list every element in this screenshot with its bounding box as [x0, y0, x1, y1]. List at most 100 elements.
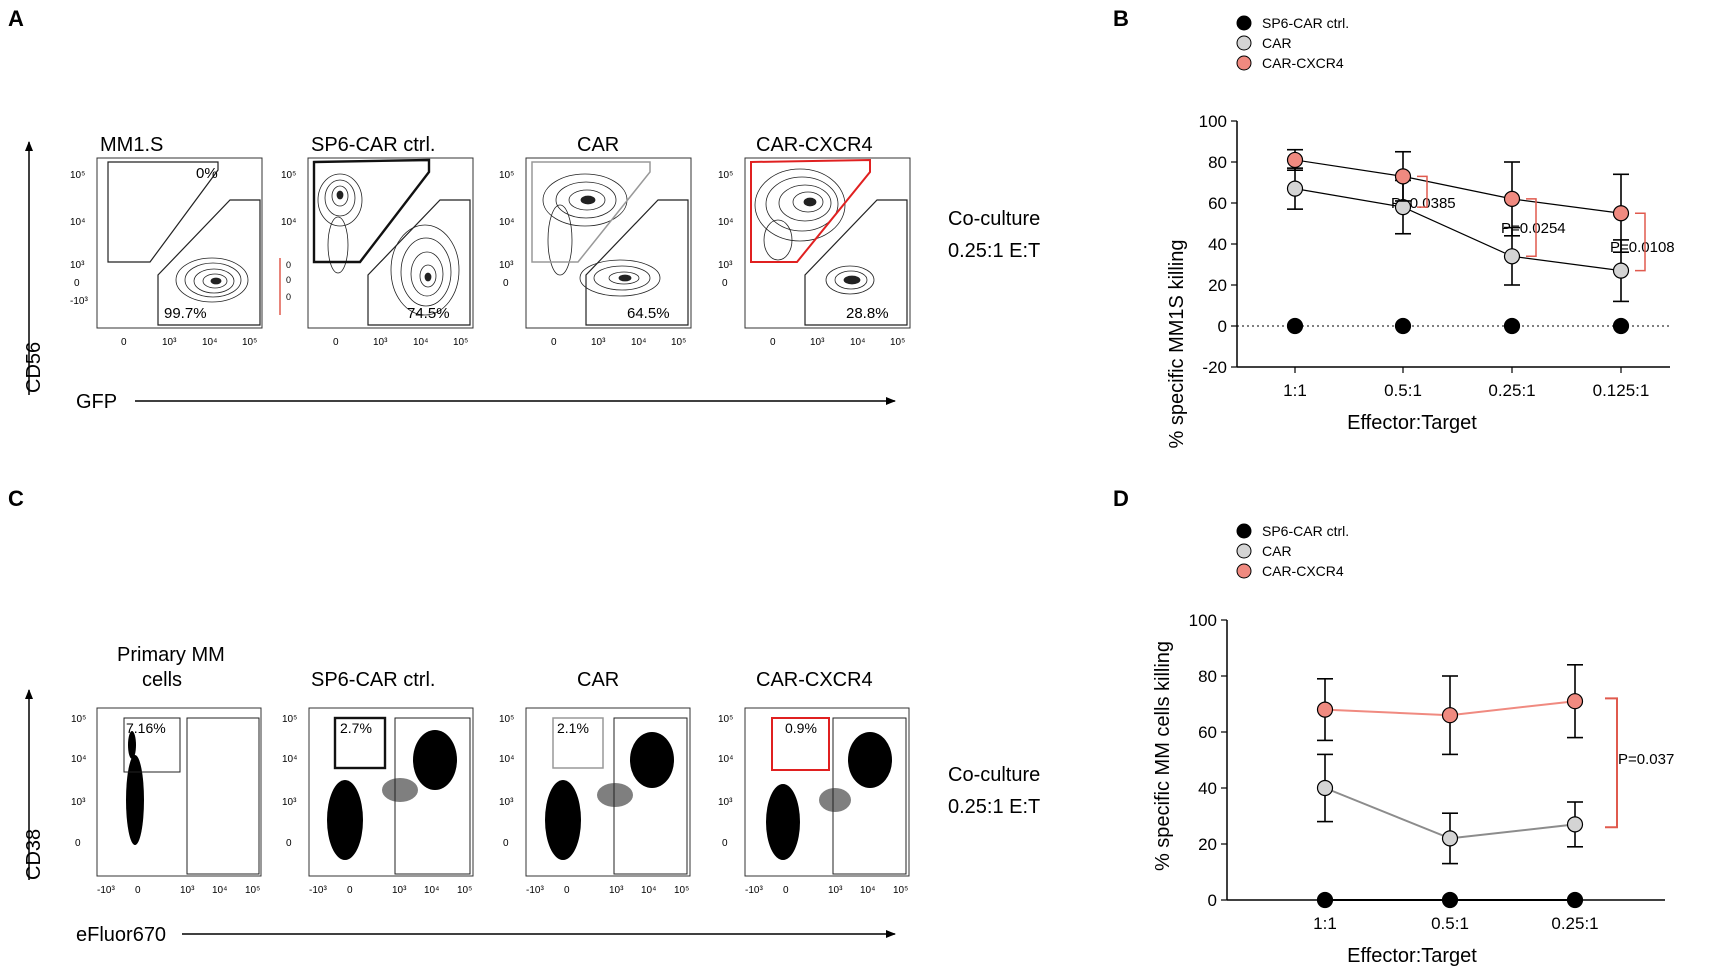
- x-tick: 10⁵: [453, 337, 468, 348]
- x-tick: 0: [564, 885, 570, 896]
- y-tick-label: -20: [1202, 358, 1227, 377]
- panel-label-d: D: [1113, 486, 1129, 511]
- legend-label-car: CAR: [1262, 35, 1292, 51]
- gate-pct: 2.7%: [340, 720, 372, 736]
- lower-gate-pct: 74.5%: [407, 305, 450, 322]
- x-tick: 10³: [373, 337, 388, 348]
- x-tick: 10⁴: [860, 885, 875, 896]
- data-point: [1441, 830, 1459, 847]
- svg-text:0: 0: [286, 275, 291, 285]
- y-tick: 10⁵: [282, 714, 297, 725]
- cd38-gate: [552, 717, 604, 769]
- legend-marker-cxcr4: [1236, 563, 1252, 579]
- x-tick-labels: -10³ 0 10³ 10⁴ 10⁵: [97, 885, 260, 896]
- y-tick-labels: 10⁵ 10⁴ 10³ 0: [71, 714, 86, 849]
- data-point: [1612, 317, 1630, 335]
- legend-label-car: CAR: [1262, 543, 1292, 559]
- y-tick-label: 60: [1208, 194, 1227, 213]
- panel-c-flow: CD38 eFluor670 Primary MM cells 10⁵ 10⁴ …: [23, 644, 1040, 946]
- x-tick-label: 1:1: [1313, 914, 1337, 933]
- y-tick-label: 20: [1208, 276, 1227, 295]
- lower-gate: [367, 199, 471, 326]
- y-tick: 10⁴: [718, 754, 733, 765]
- y-tick-label: 80: [1208, 153, 1227, 172]
- legend-marker-car: [1236, 543, 1252, 559]
- x-tick: 0: [121, 337, 127, 348]
- y-tick: 0: [74, 278, 80, 289]
- gate-pct: 0.9%: [785, 720, 817, 736]
- contour-cluster: [542, 173, 661, 297]
- x-tick: 0: [783, 885, 789, 896]
- y-tick: 0: [503, 838, 509, 849]
- plot-title-line2: cells: [142, 669, 182, 691]
- x-tick: -10³: [526, 885, 544, 896]
- plot-frame: [308, 707, 474, 877]
- x-tick-label: 0.5:1: [1431, 914, 1469, 933]
- x-tick: 10⁵: [674, 885, 689, 896]
- y-tick: 0: [286, 838, 292, 849]
- panel-a-flow: CD56 GFP MM1.S 10⁵ 10⁴ 10³ 0 -10³ 0 10³ …: [23, 134, 1040, 413]
- data-point: [1612, 205, 1630, 222]
- panel-label-a: A: [8, 6, 24, 31]
- x-tick: -10³: [97, 885, 115, 896]
- y-tick: 10⁵: [718, 170, 733, 181]
- significance-bracket: [1417, 175, 1428, 208]
- panel-label-c: C: [8, 486, 24, 511]
- y-tick-labels: 10⁵ 10⁴ 10³ 0 -10³: [70, 170, 88, 307]
- plot-title: MM1.S: [100, 134, 163, 156]
- gate-pct: 2.1%: [557, 720, 589, 736]
- legend: SP6-CAR ctrl. CAR CAR-CXCR4: [1236, 523, 1349, 579]
- y-tick: 10⁵: [499, 714, 514, 725]
- svg-text:0: 0: [286, 260, 291, 270]
- x-tick-labels: 0 10³ 10⁴ 10⁵: [770, 337, 905, 348]
- p-value: P=0.037: [1618, 751, 1674, 768]
- plot-frame: [525, 707, 691, 877]
- plot-frame: [96, 157, 263, 329]
- y-tick-labels: 10⁵ 10⁴ 10³ 0: [718, 714, 733, 849]
- y-tick: 10⁵: [70, 170, 85, 181]
- x-tick: 10⁵: [242, 337, 257, 348]
- y-tick: 10⁴: [70, 217, 85, 228]
- plot-title: CAR: [577, 669, 619, 691]
- plot-frame: [744, 707, 910, 877]
- y-tick: 10³: [282, 797, 297, 808]
- cd38-gate: [771, 717, 830, 771]
- y-tick: 10⁴: [499, 754, 514, 765]
- efluor-gate: [613, 717, 688, 875]
- efluor-gate: [832, 717, 907, 875]
- x-tick: 10³: [162, 337, 177, 348]
- y-tick: 10⁴: [718, 217, 733, 228]
- data-point: [1503, 317, 1521, 335]
- y-tick-label: 0: [1208, 891, 1217, 910]
- significance-bracket: [1605, 697, 1618, 829]
- data-point: [1503, 248, 1521, 265]
- y-tick: 10⁴: [282, 754, 297, 765]
- contour-cluster: [175, 257, 249, 303]
- legend-marker-sp6: [1236, 523, 1252, 539]
- data-point: [1612, 262, 1630, 279]
- flow-plot-mm1s: MM1.S 10⁵ 10⁴ 10³ 0 -10³ 0 10³ 10⁴ 10⁵: [70, 134, 263, 348]
- data-point: [1316, 891, 1334, 909]
- y-tick-labels: 10⁵ 10⁴ 10³ 0: [499, 170, 514, 289]
- y-tick: 10³: [499, 797, 514, 808]
- chart-d-mm-cells-killing: SP6-CAR ctrl. CAR CAR-CXCR4 % specific M…: [1152, 523, 1674, 967]
- data-point: [1286, 151, 1304, 169]
- y-tick-labels: 10⁵ 10⁴ 10³ 0: [718, 170, 733, 289]
- flow-plot-sp6-car-ctrl: SP6-CAR ctrl. 10⁵ 10⁴ 0 10³ 10⁴ 10⁵ 74: [281, 134, 474, 348]
- y-tick-label: 40: [1208, 235, 1227, 254]
- efluor-axis-label: eFluor670: [76, 924, 166, 946]
- legend-label-sp6: SP6-CAR ctrl.: [1262, 15, 1349, 31]
- dot-cloud: [126, 731, 144, 845]
- y-tick: 10³: [718, 797, 733, 808]
- cd38-gate: [123, 717, 181, 773]
- x-tick: 10³: [180, 885, 195, 896]
- lower-gate: [585, 199, 689, 326]
- series-line: [1294, 188, 1622, 272]
- x-tick: 10⁴: [641, 885, 656, 896]
- x-tick: 0: [551, 337, 557, 348]
- upper-gate: [531, 161, 651, 263]
- data-point: [1441, 707, 1459, 724]
- cd56-axis-label: CD56: [23, 342, 45, 393]
- x-tick: 10⁴: [212, 885, 227, 896]
